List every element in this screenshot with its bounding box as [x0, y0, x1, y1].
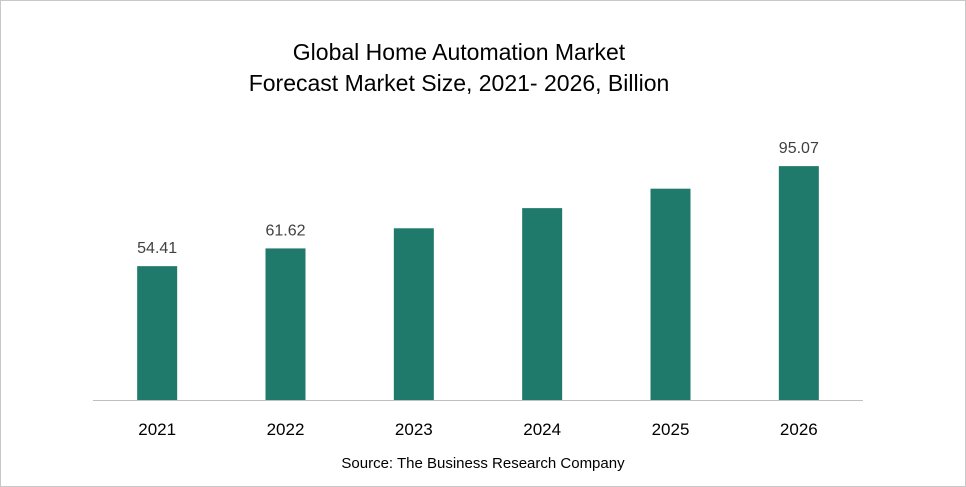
bar-2024 [522, 208, 563, 400]
x-tick-label-2024: 2024 [523, 420, 561, 439]
x-tick-label-2023: 2023 [395, 420, 433, 439]
bar-2025 [650, 188, 691, 400]
data-label-2021: 54.41 [137, 240, 177, 257]
x-tick-label-2022: 2022 [267, 420, 305, 439]
bar-2023 [393, 228, 434, 400]
bar-2026 [778, 166, 819, 400]
source-note: Source: The Business Research Company [341, 455, 625, 472]
data-label-2026: 95.07 [779, 140, 819, 157]
chart-title-line-1: Global Home Automation Market [292, 39, 626, 65]
bar-2022 [265, 248, 306, 400]
x-tick-label-2021: 2021 [138, 420, 176, 439]
data-label-2022: 61.62 [265, 222, 305, 239]
x-tick-label-2026: 2026 [780, 420, 818, 439]
chart-title: Global Home Automation Market Forecast M… [1, 37, 917, 99]
x-tick-label-2025: 2025 [652, 420, 690, 439]
bar-2021 [137, 266, 178, 400]
chart-title-line-2: Forecast Market Size, 2021- 2026, Billio… [248, 70, 670, 96]
